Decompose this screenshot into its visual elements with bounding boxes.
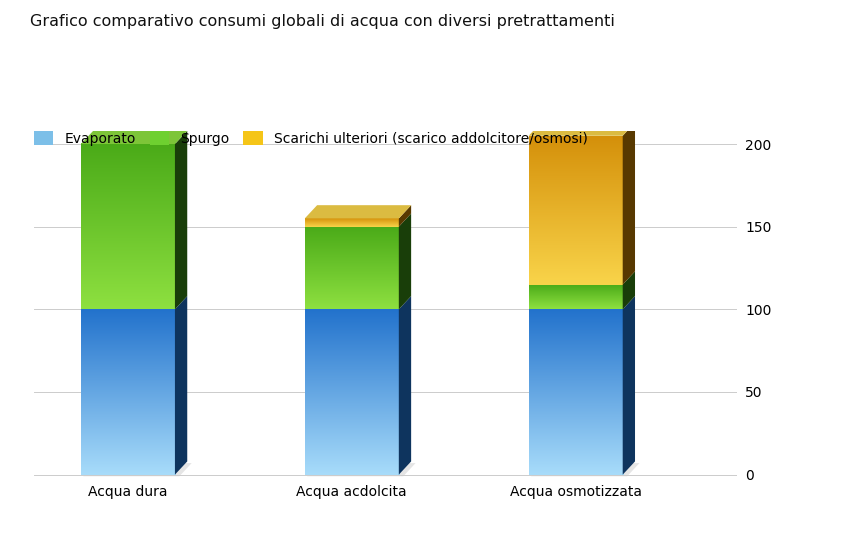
- Polygon shape: [531, 463, 639, 476]
- Polygon shape: [175, 296, 187, 475]
- Text: Grafico comparativo consumi globali di acqua con diversi pretrattamenti: Grafico comparativo consumi globali di a…: [30, 14, 615, 29]
- Polygon shape: [399, 214, 411, 310]
- Polygon shape: [81, 131, 187, 144]
- Polygon shape: [307, 463, 416, 476]
- Polygon shape: [399, 205, 411, 227]
- Polygon shape: [623, 123, 635, 284]
- Polygon shape: [399, 296, 411, 475]
- Polygon shape: [623, 271, 635, 310]
- Legend: Evaporato, Spurgo, Scarichi ulteriori (scarico addolcitore/osmosi): Evaporato, Spurgo, Scarichi ulteriori (s…: [34, 131, 588, 146]
- Polygon shape: [83, 463, 191, 476]
- Polygon shape: [529, 123, 635, 136]
- Polygon shape: [175, 131, 187, 310]
- Polygon shape: [623, 296, 635, 475]
- Polygon shape: [305, 205, 411, 219]
